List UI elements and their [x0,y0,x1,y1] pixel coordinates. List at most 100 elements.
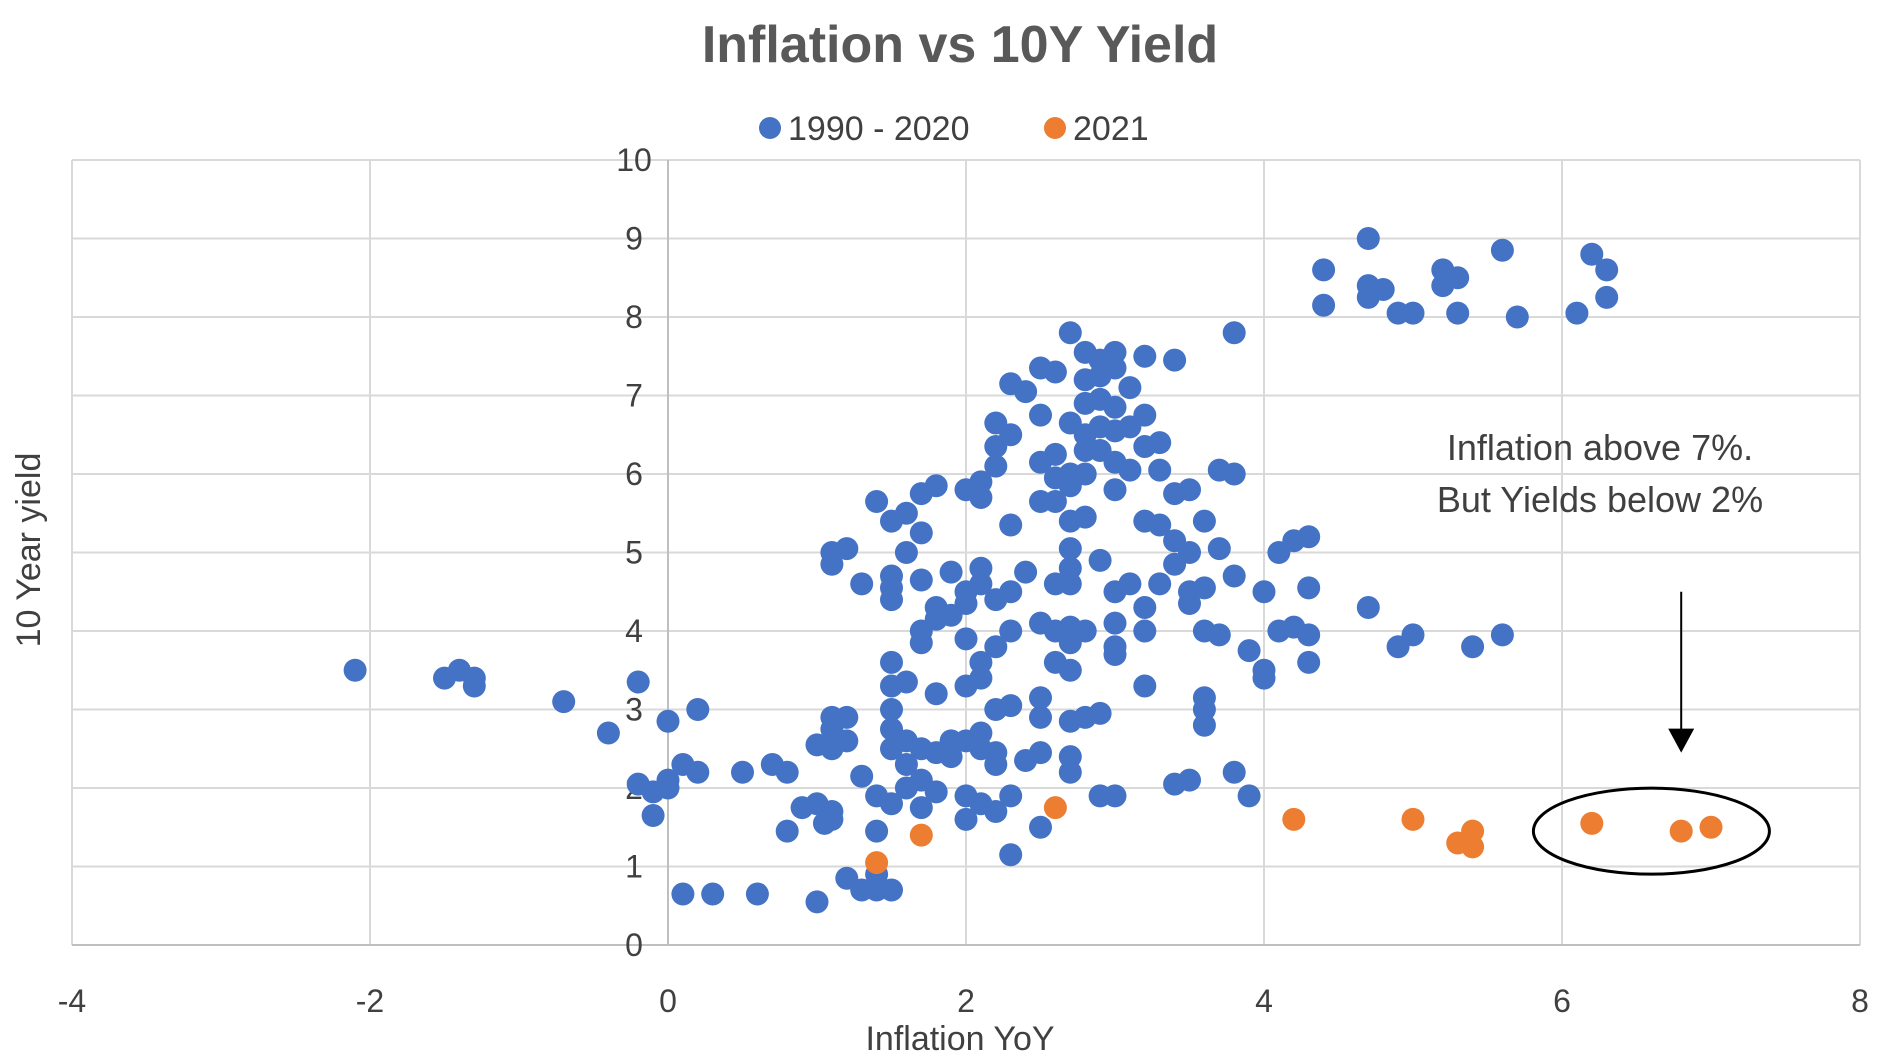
data-point [880,698,903,721]
data-point [1014,560,1038,584]
x-tick-label: 4 [1255,983,1273,1019]
data-point [656,709,680,733]
data-point [1252,666,1276,690]
data-point [1043,442,1067,466]
data-point [1058,760,1082,784]
x-tick-label: 8 [1851,983,1869,1019]
data-point [820,800,844,824]
data-point [909,521,933,545]
data-point [1237,784,1261,808]
data-point [954,627,978,651]
data-point [1505,305,1529,329]
data-point [924,682,948,706]
data-point [865,489,889,513]
data-point [1178,541,1201,564]
data-point [1222,564,1246,588]
x-tick-labels: -4 -2 0 2 4 6 8 [58,983,1869,1019]
data-point [894,541,918,564]
data-point [1580,811,1604,835]
data-point [731,760,754,784]
data-point [984,752,1008,776]
data-point [1595,285,1619,309]
annotation-line-1: Inflation above 7%. [1447,427,1753,468]
data-point [1043,489,1067,513]
data-point [1490,238,1514,262]
data-point [894,501,918,525]
data-point [1297,576,1321,600]
data-point [1699,815,1723,839]
data-point [999,423,1023,447]
data-point [865,819,889,843]
x-tick-label: 2 [957,983,975,1019]
data-point [1312,258,1336,282]
data-point [999,619,1023,643]
highlight-ellipse [1531,786,1771,876]
data-point [1073,619,1097,643]
data-point [969,666,993,690]
data-point [656,768,680,792]
data-point [626,670,650,694]
data-point [1148,431,1172,455]
data-point [1297,525,1321,549]
y-tick-label: 8 [625,299,643,335]
data-point [1029,741,1052,765]
data-point [850,764,874,788]
data-point [1580,242,1604,266]
data-point [1446,301,1470,325]
x-tick-label: 0 [659,983,677,1019]
data-point [999,784,1023,808]
data-point [939,560,963,584]
data-point [1207,537,1231,561]
data-point [1103,478,1127,502]
data-point [880,792,903,816]
data-point [1178,768,1201,792]
x-tick-label: -4 [58,983,86,1019]
data-point [1490,623,1514,647]
data-point [1088,548,1112,572]
data-point [1163,348,1187,372]
data-point [1043,360,1067,384]
data-point [1043,796,1067,820]
y-tick-label: 4 [625,613,643,649]
data-point [596,721,620,745]
data-point [865,851,889,875]
data-point [954,592,978,616]
data-point [1118,572,1142,596]
data-point [909,823,933,847]
data-point [1461,835,1485,859]
annotation-line-2: But Yields below 2% [1437,479,1763,520]
y-tick-label: 3 [625,692,643,728]
legend-marker-2021 [1044,117,1066,139]
data-point [462,674,486,698]
data-point [835,705,859,729]
data-point [1103,611,1127,635]
data-point [850,572,874,596]
data-points [343,227,1723,914]
y-tick-label: 10 [616,142,652,178]
data-point [1118,458,1142,482]
data-point [1282,807,1306,831]
annotation-arrow-head [1668,728,1695,753]
data-point [1178,478,1201,502]
data-point [1222,321,1246,345]
data-point [1312,293,1336,317]
data-point [880,878,903,902]
data-point [775,760,799,784]
legend-marker-1990-2020 [759,117,781,139]
data-point [1371,278,1395,302]
data-point [1148,572,1172,596]
data-point [1118,376,1142,400]
data-point [880,588,903,612]
data-point [775,819,799,843]
data-point [1252,580,1276,604]
data-point [1669,819,1693,843]
data-point [1103,395,1127,419]
data-point [1014,380,1038,404]
y-tick-label: 7 [625,378,643,414]
data-point [1103,784,1127,808]
data-point [1192,576,1216,600]
data-point [1446,266,1470,290]
series-2021 [865,796,1723,875]
data-point [1237,639,1261,663]
